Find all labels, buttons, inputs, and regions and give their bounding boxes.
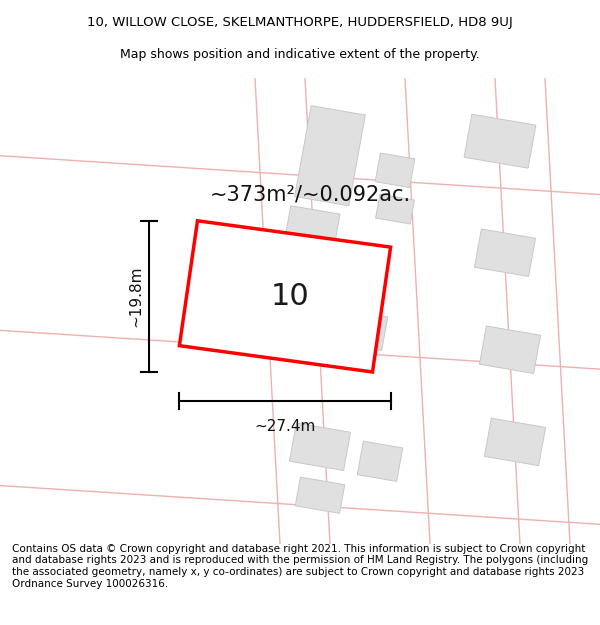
Text: ~27.4m: ~27.4m — [254, 419, 316, 434]
Polygon shape — [270, 206, 340, 329]
Polygon shape — [179, 221, 391, 372]
Polygon shape — [342, 310, 388, 351]
Polygon shape — [375, 153, 415, 188]
Polygon shape — [357, 441, 403, 481]
Polygon shape — [295, 106, 365, 206]
Text: 10: 10 — [271, 282, 310, 311]
Polygon shape — [479, 326, 541, 374]
Text: ~373m²/~0.092ac.: ~373m²/~0.092ac. — [209, 184, 410, 204]
Polygon shape — [289, 423, 350, 471]
Text: ~19.8m: ~19.8m — [128, 266, 143, 327]
Text: 10, WILLOW CLOSE, SKELMANTHORPE, HUDDERSFIELD, HD8 9UJ: 10, WILLOW CLOSE, SKELMANTHORPE, HUDDERS… — [87, 16, 513, 29]
Polygon shape — [475, 229, 536, 276]
Text: Contains OS data © Crown copyright and database right 2021. This information is : Contains OS data © Crown copyright and d… — [12, 544, 588, 589]
Polygon shape — [484, 418, 545, 466]
Polygon shape — [376, 194, 415, 224]
Text: Map shows position and indicative extent of the property.: Map shows position and indicative extent… — [120, 48, 480, 61]
Polygon shape — [295, 477, 345, 513]
Polygon shape — [464, 114, 536, 168]
